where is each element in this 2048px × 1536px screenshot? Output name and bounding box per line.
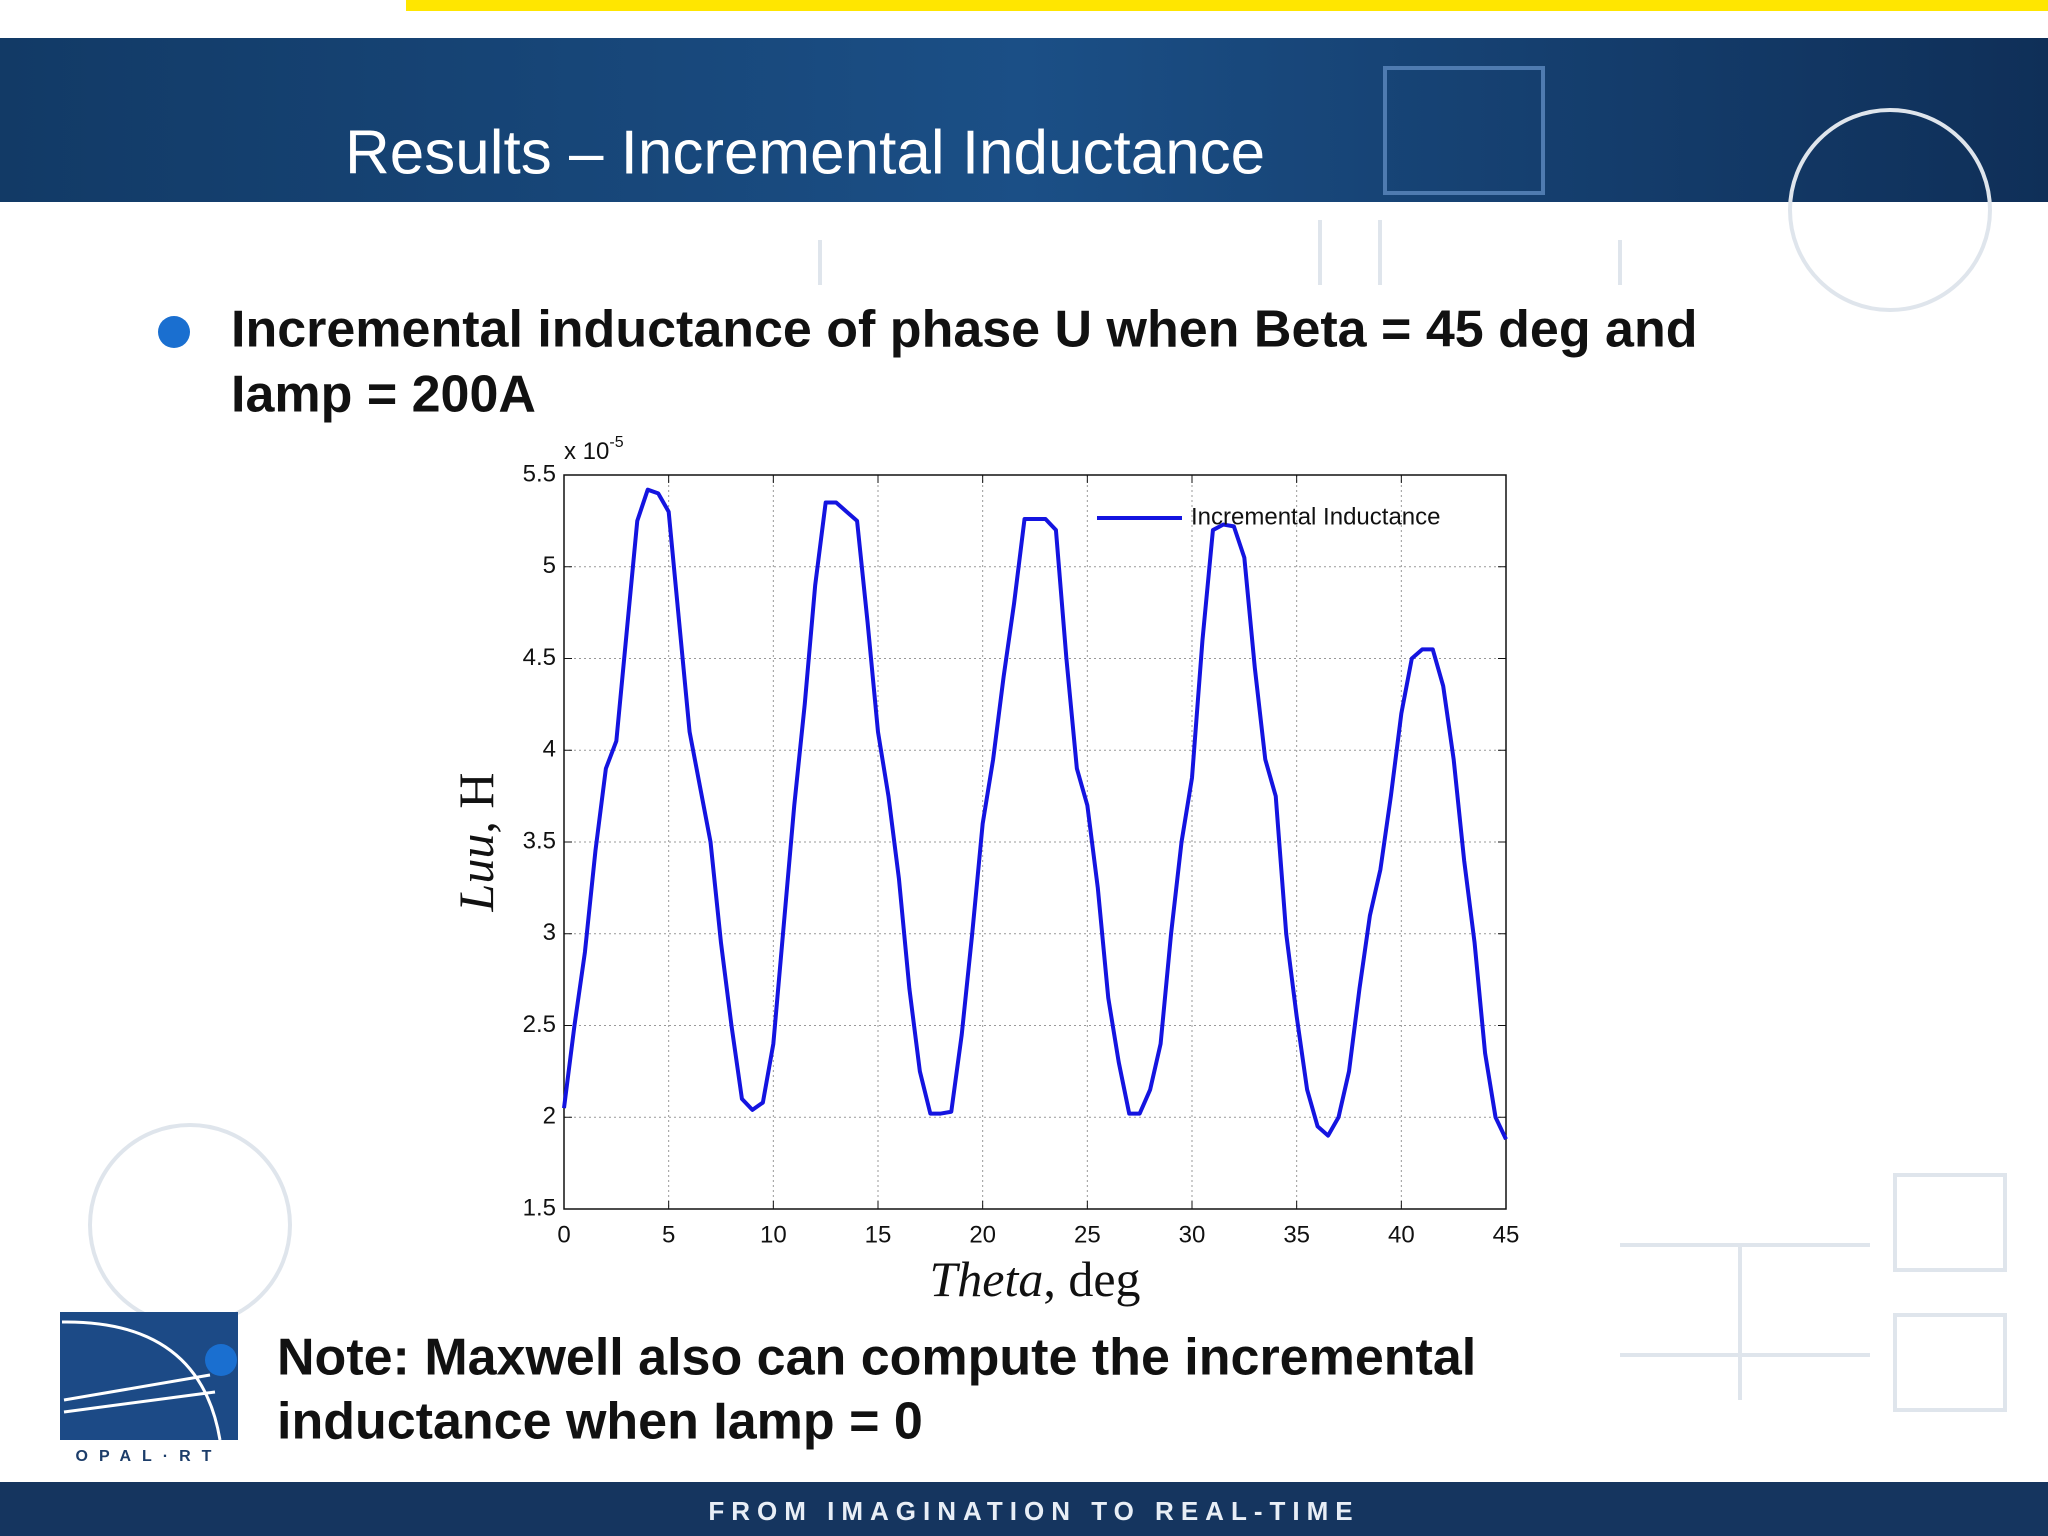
footer-band [0, 1482, 2048, 1536]
x-axis-label-part: , deg [1043, 1251, 1140, 1307]
logo-lines [61, 1320, 222, 1441]
y-tick-label: 5 [543, 552, 556, 579]
y-multiplier-exponent: -5 [609, 434, 623, 451]
plot-frame [563, 474, 1507, 1210]
bullet-text: Incremental inductance of phase U when B… [231, 301, 1698, 359]
bullet-dot [158, 316, 190, 348]
chart: 1.5 2 2.5 3 3.5 4 4.5 5 5.5 0 5 10 15 20 25 30 35 40 45 Inc… [448, 434, 1519, 1307]
x-tick-label: 35 [1283, 1221, 1310, 1248]
y-axis-label-part: , H [448, 773, 504, 834]
slide-title: Results – Incremental Inductance [345, 118, 1265, 187]
y-tick-label: 2 [543, 1103, 556, 1130]
background-schematic [88, 66, 2007, 1412]
x-axis-label-part: Theta [929, 1251, 1043, 1307]
y-tick-label: 3 [543, 919, 556, 946]
y-multiplier: x 10-5 [564, 434, 624, 465]
x-axis-label: Theta, deg [929, 1251, 1140, 1307]
logo-mark [60, 1312, 238, 1440]
x-tick-label: 15 [865, 1221, 892, 1248]
data-line [562, 487, 1508, 1141]
x-tick-label: 0 [557, 1221, 570, 1248]
y-tick-label: 3.5 [523, 827, 556, 854]
x-tick-label: 45 [1493, 1221, 1520, 1248]
y-multiplier-base: x 10 [564, 438, 609, 465]
x-tick-label: 20 [969, 1221, 996, 1248]
bullet-text: Iamp = 200A [231, 366, 536, 424]
note-text: inductance when Iamp = 0 [277, 1393, 923, 1451]
x-tick-label: 40 [1388, 1221, 1415, 1248]
y-tick-label: 4 [543, 736, 556, 763]
top-stripe [406, 0, 2048, 11]
y-tick-label: 5.5 [523, 460, 556, 487]
x-tick-label: 5 [662, 1221, 675, 1248]
y-tick-label: 1.5 [523, 1194, 556, 1221]
x-tick-label: 30 [1179, 1221, 1206, 1248]
y-tick-label: 2.5 [523, 1011, 556, 1038]
legend-label: Incremental Inductance [1191, 503, 1440, 530]
y-tick-label: 4.5 [523, 644, 556, 671]
bullet-dot [205, 1344, 237, 1376]
note-text: Note: Maxwell also can compute the incre… [277, 1329, 1476, 1387]
logo-text: OPAL·RT [76, 1448, 223, 1465]
y-axis-label-part: Luu [448, 834, 504, 913]
header-band [0, 38, 2048, 202]
footer-text: FROM IMAGINATION TO REAL-TIME [708, 1496, 1359, 1526]
x-tick-label: 10 [760, 1221, 787, 1248]
y-axis-label: Luu, H [448, 773, 504, 913]
x-tick-label: 25 [1074, 1221, 1101, 1248]
